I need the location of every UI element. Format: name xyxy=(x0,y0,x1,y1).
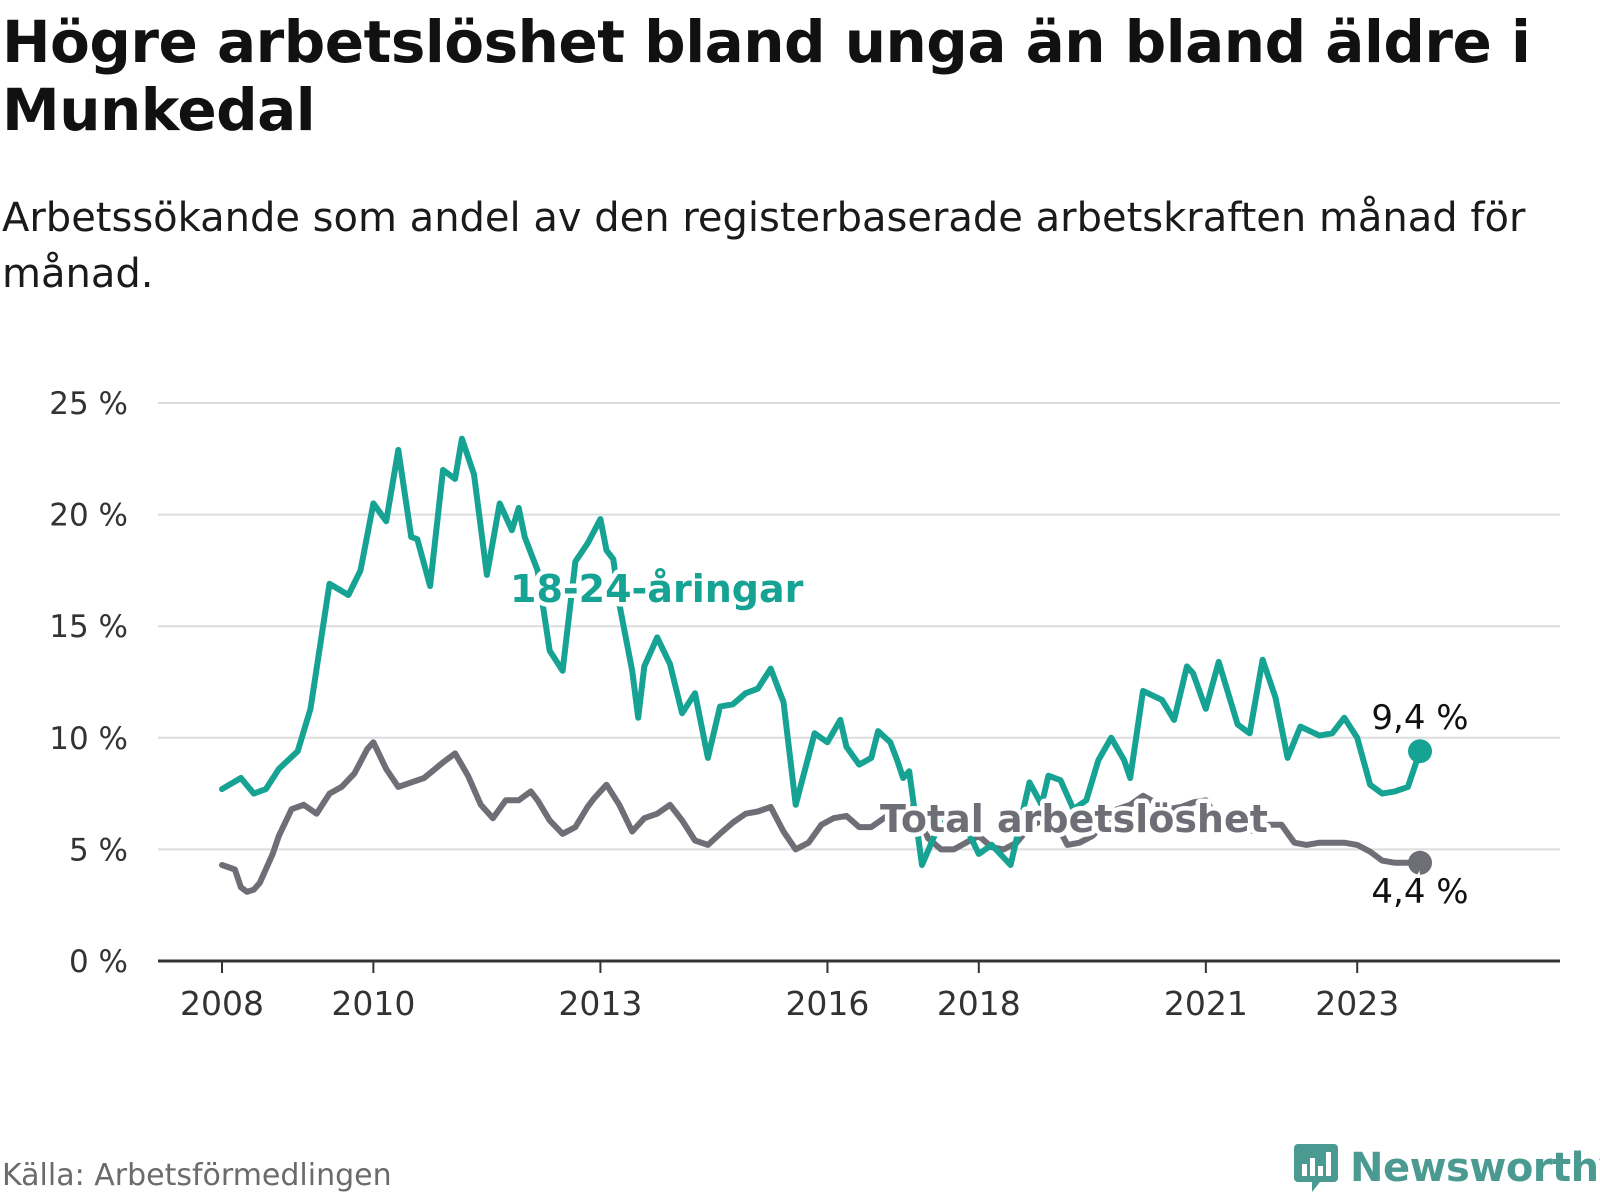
x-tick-label: 2008 xyxy=(180,984,264,1023)
line-chart: 0 %5 %10 %15 %20 %25 % 2008 2010 2013 2016 2… xyxy=(49,386,1560,1023)
y-tick-label: 10 % xyxy=(49,721,128,757)
x-axis: 2008 2010 2013 2016 2018 2021 2023 xyxy=(158,959,1560,1023)
x-tick-label: 2018 xyxy=(937,984,1021,1023)
series-line-total xyxy=(219,739,1423,895)
y-tick-label: 25 % xyxy=(49,386,128,422)
y-axis-tick-labels: 0 % 5 % 10 % 15 % 20 % 25 % xyxy=(49,386,128,980)
series-lines xyxy=(219,435,1423,895)
series-line-youth xyxy=(219,435,1423,868)
x-tick-label: 2013 xyxy=(558,984,642,1023)
end-point-youth xyxy=(1408,739,1433,764)
series-label-total: Total arbetslöshet xyxy=(880,797,1268,841)
newsworthy-logo-icon xyxy=(1294,1144,1338,1192)
chart-title: Högre arbetslöshet bland unga än bland ä… xyxy=(2,8,1531,144)
newsworthy-brand[interactable]: Newsworthy xyxy=(1292,1142,1600,1194)
y-tick-label: 15 % xyxy=(49,609,128,645)
end-label-youth: 9,4 % xyxy=(1371,698,1468,738)
gridlines xyxy=(158,402,1560,851)
y-tick-label: 5 % xyxy=(69,832,128,868)
y-tick-label: 0 % xyxy=(69,944,128,980)
chart-subtitle: Arbetssökande som andel av den registerb… xyxy=(2,195,1526,297)
x-tick-label: 2010 xyxy=(331,984,415,1023)
x-tick-label: 2021 xyxy=(1164,984,1248,1023)
y-tick-label: 20 % xyxy=(49,498,128,534)
series-labels: 18-24-åringar Total arbetslöshet 9,4 % 4,4 … xyxy=(506,563,1472,915)
end-label-total: 4,4 % xyxy=(1371,872,1468,912)
x-tick-label: 2016 xyxy=(785,984,869,1023)
x-tick-label: 2023 xyxy=(1315,984,1399,1023)
end-point-total xyxy=(1408,850,1433,875)
source-note: Källa: Arbetsförmedlingen xyxy=(2,1158,392,1193)
brand-name: Newsworthy xyxy=(1350,1145,1600,1191)
series-label-youth: 18-24-åringar xyxy=(510,567,804,611)
